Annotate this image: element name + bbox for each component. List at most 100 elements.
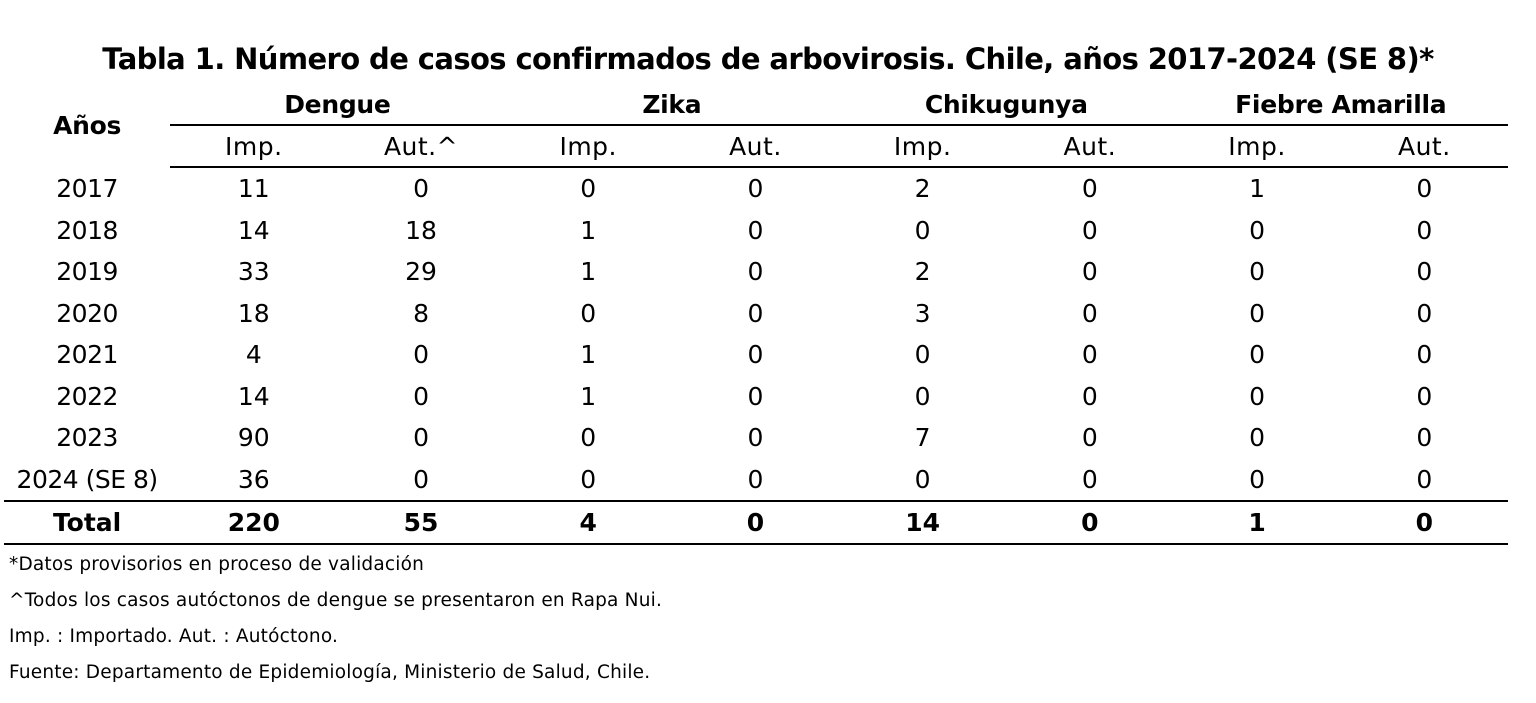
- value-cell: 0: [1173, 458, 1341, 502]
- value-cell: 1: [580, 381, 597, 411]
- value-cell: 0: [1416, 174, 1433, 204]
- total-cell: 14: [839, 501, 1007, 545]
- year-cell: 2018: [56, 215, 118, 245]
- value-cell: 29: [405, 257, 437, 287]
- value-cell: 0: [580, 298, 597, 328]
- years-header: Años: [53, 111, 122, 140]
- total-cell: 0: [1340, 501, 1508, 545]
- footnote-autochthonous: ^Todos los casos autóctonos de dengue se…: [9, 590, 663, 611]
- value-cell: 7: [914, 423, 931, 453]
- subheader-chikugunya-imp: Imp.: [839, 125, 1007, 168]
- value-cell: 14: [237, 215, 270, 245]
- value-cell: 0: [580, 174, 597, 204]
- value-cell: 0: [1249, 257, 1265, 287]
- value-cell: 0: [1006, 458, 1174, 502]
- total-label: Total: [4, 501, 171, 545]
- value-cell: 14: [237, 381, 270, 411]
- footnote-provisional: *Datos provisorios en proceso de validac…: [9, 554, 425, 575]
- value-cell: 0: [747, 257, 764, 287]
- table-row: 2019 33 29 1 0 2 0 0 0: [4, 251, 1508, 293]
- value-cell: 0: [1416, 423, 1433, 453]
- value-cell: 0: [1416, 298, 1433, 328]
- total-row: Total 220 55 4 0 14 0 1 0: [4, 501, 1508, 545]
- value-cell: 11: [237, 174, 270, 204]
- year-cell: 2022: [56, 381, 118, 411]
- value-cell: 1: [580, 340, 597, 370]
- value-cell: 0: [1249, 340, 1265, 370]
- value-cell: 18: [237, 298, 270, 328]
- value-cell: 0: [747, 298, 764, 328]
- subheader-zika-imp: Imp.: [504, 125, 672, 168]
- footnote-abbreviations: Imp. : Importado. Aut. : Autóctono.: [9, 626, 339, 647]
- arbovirosis-table: Años Dengue Zika Chikugunya Fiebre Amari…: [4, 84, 1508, 545]
- footnotes: *Datos provisorios en proceso de validac…: [9, 547, 662, 691]
- group-header-chikugunya: Chikugunya: [839, 84, 1174, 126]
- value-cell: 0: [1416, 340, 1433, 370]
- group-header-dengue: Dengue: [170, 84, 505, 126]
- value-cell: 0: [1416, 215, 1433, 245]
- value-cell: 0: [747, 215, 764, 245]
- subheader-chikugunya-aut: Aut.: [1006, 125, 1174, 168]
- year-cell: 2020: [56, 298, 118, 328]
- value-cell: 0: [580, 423, 597, 453]
- value-cell: 2: [914, 257, 931, 287]
- value-cell: 0: [914, 340, 931, 370]
- value-cell: 1: [580, 257, 597, 287]
- value-cell: 36: [170, 458, 338, 502]
- value-cell: 0: [1081, 340, 1098, 370]
- value-cell: 0: [1249, 381, 1265, 411]
- value-cell: 2: [914, 174, 931, 204]
- value-cell: 0: [839, 458, 1007, 502]
- value-cell: 3: [914, 298, 931, 328]
- subheader-fiebre-amarilla-imp: Imp.: [1173, 125, 1341, 168]
- header-row-groups: Años Dengue Zika Chikugunya Fiebre Amari…: [4, 84, 1508, 140]
- value-cell: 0: [413, 174, 429, 204]
- year-cell: 2017: [56, 173, 118, 203]
- table-row: 2020 18 8 0 0 3 0 0 0: [4, 293, 1508, 335]
- year-cell: 2019: [56, 257, 118, 287]
- group-header-fiebre-amarilla: Fiebre Amarilla: [1173, 84, 1508, 126]
- value-cell: 0: [747, 340, 764, 370]
- year-cell: 2021: [56, 340, 118, 370]
- total-cell: 0: [671, 501, 840, 545]
- value-cell: 0: [1081, 174, 1098, 204]
- value-cell: 0: [1081, 215, 1098, 245]
- value-cell: 0: [914, 215, 931, 245]
- value-cell: 8: [413, 298, 429, 328]
- table-row: 2024 (SE 8) 36 0 0 0 0 0 0 0: [4, 458, 1508, 502]
- value-cell: 0: [504, 458, 672, 502]
- value-cell: 0: [914, 381, 931, 411]
- table-row: 2023 90 0 0 0 7 0 0 0: [4, 417, 1508, 459]
- value-cell: 0: [1249, 215, 1265, 245]
- value-cell: 0: [1416, 381, 1433, 411]
- subheader-zika-aut: Aut.: [671, 125, 840, 168]
- table-row: 2017 11 0 0 0 2 0 1 0: [4, 167, 1508, 210]
- value-cell: 1: [1249, 174, 1265, 204]
- value-cell: 33: [237, 257, 270, 287]
- total-cell: 4: [504, 501, 672, 545]
- total-cell: 55: [337, 501, 505, 545]
- value-cell: 0: [1249, 298, 1265, 328]
- value-cell: 0: [1081, 298, 1098, 328]
- value-cell: 0: [747, 381, 764, 411]
- total-cell: 0: [1006, 501, 1174, 545]
- value-cell: 0: [1081, 257, 1098, 287]
- total-cell: 220: [170, 501, 338, 545]
- value-cell: 4: [245, 340, 262, 370]
- value-cell: 0: [413, 423, 429, 453]
- table-title: Tabla 1. Número de casos confirmados de …: [102, 42, 1434, 76]
- subheader-fiebre-amarilla-aut: Aut.: [1340, 125, 1508, 168]
- subheader-dengue-aut: Aut.^: [337, 125, 505, 168]
- table-row: 2022 14 0 1 0 0 0 0 0: [4, 376, 1508, 418]
- footnote-source: Fuente: Departamento de Epidemiología, M…: [9, 662, 651, 683]
- value-cell: 0: [671, 458, 840, 502]
- value-cell: 18: [405, 215, 437, 245]
- total-cell: 1: [1173, 501, 1341, 545]
- value-cell: 0: [1340, 458, 1508, 502]
- table-row: 2021 4 0 1 0 0 0 0 0: [4, 334, 1508, 376]
- header-row-subgroups: Imp. Aut.^ Imp. Aut. Imp. Aut. Imp. Aut.: [4, 125, 1508, 168]
- value-cell: 90: [237, 423, 270, 453]
- year-cell: 2023: [56, 423, 118, 453]
- value-cell: 0: [413, 381, 429, 411]
- year-cell: 2024 (SE 8): [4, 458, 171, 502]
